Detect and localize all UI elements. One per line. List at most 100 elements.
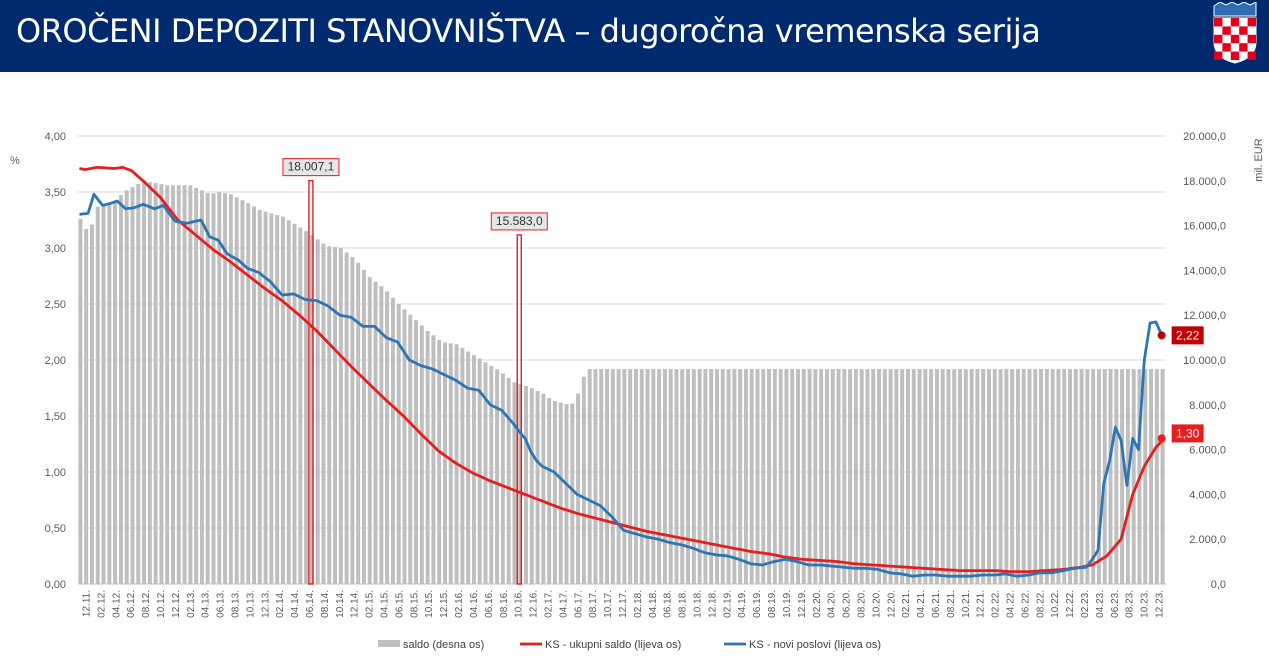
x-tick-label: 12.13. (260, 590, 271, 618)
x-tick-label: 10.18. (693, 590, 704, 618)
saldo-bar (1033, 368, 1038, 584)
saldo-bar (1062, 368, 1067, 584)
saldo-bar (263, 211, 268, 584)
saldo-bar (524, 385, 529, 584)
saldo-bar (882, 368, 887, 584)
right-tick-label: 16.000,0 (1183, 221, 1226, 233)
saldo-bar (581, 376, 586, 584)
right-tick-label: 10.000,0 (1183, 355, 1226, 367)
right-tick-label: 20.000,0 (1183, 131, 1226, 143)
saldo-bar (252, 206, 257, 584)
x-tick-label: 12.22. (1065, 590, 1076, 618)
saldo-bar (801, 368, 806, 584)
saldo-bar (228, 194, 233, 584)
saldo-bar (466, 351, 471, 584)
end-label-text: 1,30 (1176, 426, 1200, 440)
x-tick-label: 08.13. (230, 590, 241, 618)
saldo-bar (680, 368, 685, 584)
saldo-bar (605, 368, 610, 584)
saldo-bar (1073, 368, 1078, 584)
x-tick-label: 10.14. (335, 590, 346, 618)
x-tick-label: 04.17. (558, 590, 569, 618)
left-tick-label: 3,50 (45, 187, 66, 199)
right-tick-label: 8.000,0 (1189, 400, 1226, 412)
annotation-box (490, 212, 548, 231)
saldo-bar (905, 368, 910, 584)
x-tick-label: 12.18. (707, 590, 718, 618)
x-tick-label: 12.20. (886, 590, 897, 618)
saldo-bar (153, 183, 158, 584)
saldo-bar (1015, 368, 1020, 584)
series-lines (79, 166, 1166, 578)
x-tick-label: 12.15. (439, 590, 450, 618)
ukupni-saldo-line (79, 166, 1166, 574)
crest-square (1214, 51, 1223, 60)
crest-square (1239, 26, 1248, 35)
saldo-bar (697, 368, 702, 584)
saldo-bar (1085, 368, 1090, 584)
saldo-bar (732, 368, 737, 584)
saldo-bar (101, 204, 106, 585)
saldo-bar (616, 368, 621, 584)
right-tick-label: 12.000,0 (1183, 310, 1226, 322)
saldo-bar (547, 398, 552, 584)
saldo-bar (182, 185, 187, 584)
left-tick-label: 0,50 (45, 523, 66, 535)
crest-square (1214, 34, 1223, 44)
saldo-bar (946, 368, 951, 584)
saldo-bar (998, 368, 1003, 584)
saldo-bar (969, 368, 974, 584)
x-tick-label: 04.19. (737, 590, 748, 618)
annotations: 18.007,1 15.583,0 2,22 1,30 (282, 158, 1204, 443)
saldo-bar (830, 368, 835, 584)
saldo-bar (877, 368, 882, 584)
x-tick-label: 06.23. (1110, 590, 1121, 618)
saldo-bar (570, 403, 575, 584)
saldo-bar (790, 368, 795, 584)
saldo-bar (95, 206, 100, 584)
saldo-bar (269, 213, 274, 584)
saldo-bar (645, 368, 650, 584)
page-title: OROČENI DEPOZITI STANOVNIŠTVA – dugoročn… (16, 12, 1041, 50)
saldo-bar (373, 281, 378, 584)
saldo-bar (1143, 368, 1148, 584)
saldo-bar (176, 185, 181, 584)
right-tick-label: 14.000,0 (1183, 265, 1226, 277)
saldo-bar (975, 368, 980, 584)
saldo-bar (512, 382, 517, 584)
x-tick-label: 06.12. (126, 590, 137, 618)
saldo-bar (529, 388, 534, 584)
x-tick-label: 02.19. (722, 590, 733, 618)
x-tick-label: 12.11. (81, 590, 92, 617)
saldo-bar (859, 368, 864, 584)
x-tick-label: 12.16. (529, 590, 540, 618)
saldo-bar (142, 180, 147, 585)
saldo-bar (1027, 368, 1032, 584)
saldo-bar (848, 368, 853, 584)
saldo-bar (506, 377, 511, 584)
saldo-bar (593, 368, 598, 584)
saldo-bar (165, 185, 170, 584)
x-tick-label: 06.20. (842, 590, 853, 618)
left-tick-label: 3,00 (45, 243, 66, 255)
x-tick-label: 06.22. (1020, 590, 1031, 618)
saldo-bar (622, 368, 627, 584)
saldo-bar (170, 185, 175, 584)
saldo-bar (917, 368, 922, 584)
x-tick-label: 12.14. (350, 590, 361, 618)
x-tick-label: 02.17. (543, 590, 554, 618)
saldo-bar (992, 368, 997, 584)
saldo-bar (437, 339, 442, 584)
saldo-bar (986, 368, 991, 584)
saldo-bar (755, 368, 760, 584)
saldo-bar (217, 192, 222, 584)
saldo-bar (1079, 368, 1084, 584)
saldo-bar (1039, 368, 1044, 584)
saldo-bar (819, 368, 824, 584)
x-tick-label: 12.21. (976, 590, 987, 618)
x-tick-label: 02.15. (365, 590, 376, 618)
x-tick-label: 06.14. (305, 590, 316, 618)
saldo-bar (344, 252, 349, 585)
saldo-bar (1131, 368, 1136, 584)
x-tick-label: 02.20. (812, 590, 823, 618)
